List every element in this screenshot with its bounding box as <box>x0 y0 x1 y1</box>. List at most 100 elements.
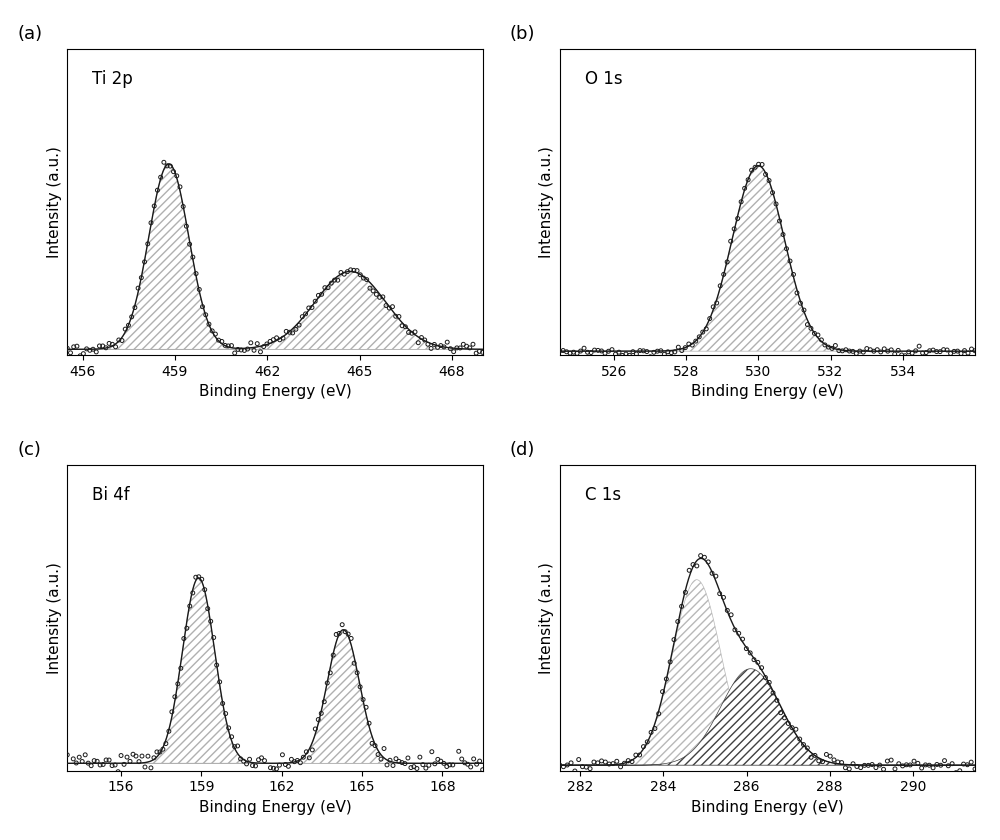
Point <box>552 344 568 358</box>
Point <box>639 735 655 748</box>
Point <box>887 347 903 360</box>
Point <box>291 318 307 332</box>
Point <box>92 759 108 772</box>
Point <box>566 345 582 359</box>
Point <box>146 751 162 764</box>
Point <box>191 283 207 297</box>
Point <box>397 320 413 333</box>
Point <box>946 344 962 358</box>
Point <box>140 749 156 763</box>
Point <box>660 345 676 359</box>
Point <box>830 755 846 769</box>
Point <box>894 349 910 362</box>
Point <box>288 323 304 336</box>
Point <box>328 627 344 641</box>
Point <box>872 759 888 772</box>
Point <box>243 336 259 349</box>
Point <box>747 160 763 174</box>
Point <box>79 342 95 355</box>
Point <box>911 339 927 353</box>
Point <box>433 339 449 352</box>
Point <box>751 158 767 171</box>
Point <box>343 263 359 276</box>
Point <box>901 345 917 359</box>
Point <box>327 273 343 286</box>
Point <box>873 345 889 359</box>
Point <box>227 346 243 360</box>
Point <box>782 255 798 268</box>
Point <box>415 758 431 771</box>
Point <box>439 335 455 349</box>
Point <box>601 758 617 771</box>
Point <box>815 755 831 769</box>
Point <box>472 754 488 768</box>
Point <box>349 264 365 277</box>
Point <box>339 265 355 278</box>
Point <box>203 615 219 628</box>
Point <box>853 761 869 774</box>
Point <box>137 760 153 774</box>
Point <box>848 347 864 360</box>
Point <box>169 169 185 182</box>
Point <box>191 570 207 584</box>
Point <box>817 339 833 352</box>
Point <box>230 739 246 753</box>
Point <box>385 759 401 772</box>
Point <box>388 752 404 765</box>
Point <box>111 333 127 347</box>
Point <box>723 608 739 622</box>
Point <box>409 762 425 775</box>
Point <box>887 762 903 775</box>
Point <box>656 348 672 361</box>
Point <box>98 753 114 767</box>
Point <box>586 755 602 769</box>
Point <box>223 339 239 352</box>
Point <box>346 264 362 277</box>
Point <box>967 762 983 775</box>
Point <box>937 754 953 768</box>
Point <box>69 339 85 353</box>
Point <box>178 219 194 233</box>
Point <box>932 345 948 359</box>
Point <box>883 753 899 767</box>
Point <box>451 744 467 758</box>
Point <box>469 758 485 771</box>
Point <box>769 694 785 707</box>
Point <box>59 342 75 355</box>
Point <box>197 583 213 596</box>
Point <box>852 344 868 358</box>
Point <box>285 326 301 339</box>
Point <box>959 758 975 771</box>
Point <box>880 344 896 358</box>
Point <box>796 738 812 751</box>
Point <box>571 753 587 766</box>
Text: (b): (b) <box>510 24 535 43</box>
Point <box>319 676 335 690</box>
Point <box>153 171 169 184</box>
Point <box>856 759 872 772</box>
Point <box>337 625 353 638</box>
Point <box>737 181 753 195</box>
Point <box>820 340 836 354</box>
Point <box>689 559 705 573</box>
Point <box>120 318 136 332</box>
Point <box>605 757 621 770</box>
Point <box>813 333 829 347</box>
Point <box>908 344 924 358</box>
Point <box>274 748 290 762</box>
Point <box>117 323 133 336</box>
Point <box>964 342 980 355</box>
Point <box>803 322 819 335</box>
Point <box>834 756 850 769</box>
Point <box>681 338 697 351</box>
Point <box>715 591 731 604</box>
Point <box>333 265 349 279</box>
Point <box>956 758 972 771</box>
Point <box>427 757 443 770</box>
Point <box>635 344 651 358</box>
Point <box>614 349 630 362</box>
Point <box>957 344 973 357</box>
Point <box>929 345 945 359</box>
Point <box>471 344 487 358</box>
Point <box>712 279 728 292</box>
